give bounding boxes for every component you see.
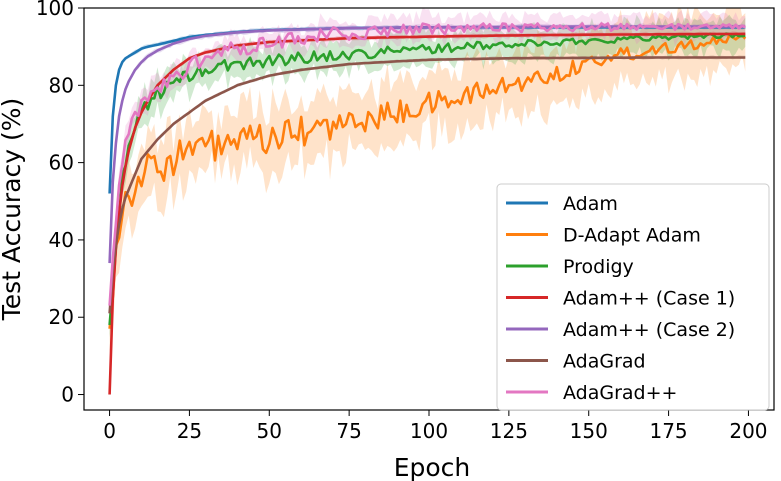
y-tick-label: 0 [61,383,74,407]
x-tick-label: 100 [410,419,448,443]
y-tick-label: 60 [49,151,74,175]
legend-label: Adam++ (Case 2) [563,319,735,341]
y-axis-label: Test Accuracy (%) [0,98,26,322]
legend-label: Adam++ (Case 1) [563,288,735,310]
series-line-6 [108,22,746,306]
series-line-2 [108,32,746,326]
y-tick-label: 20 [49,305,74,329]
x-tick-label: 25 [177,419,202,443]
y-tick-label: 40 [49,228,74,252]
x-tick-label: 175 [649,419,687,443]
y-tick-label: 80 [49,73,74,97]
series-line-5 [108,56,746,314]
legend-box [496,183,770,411]
series-lines [108,22,747,395]
y-tick-label: 100 [36,0,74,20]
legend-label: D-Adapt Adam [563,225,701,247]
x-tick-label: 75 [336,419,361,443]
legend: Adam D-Adapt Adam Prodigy Adam++ (Case 1) Ad… [496,183,770,411]
legend-label: Adam [563,193,618,215]
y-axis: 0 20 40 60 80 100 [36,0,84,407]
legend-label: AdaGrad [563,351,646,373]
legend-label: AdaGrad++ [563,382,677,404]
x-tick-label: 50 [257,419,282,443]
series-line-3 [108,32,746,395]
legend-label: Prodigy [563,256,634,278]
x-axis: 0 25 50 75 100 125 150 175 200 [103,410,768,443]
x-tick-label: 0 [103,419,116,443]
x-tick-label: 125 [490,419,528,443]
x-axis-label: Epoch [394,453,471,481]
x-tick-label: 200 [729,419,767,443]
band-2 [109,14,746,338]
x-tick-label: 150 [570,419,608,443]
